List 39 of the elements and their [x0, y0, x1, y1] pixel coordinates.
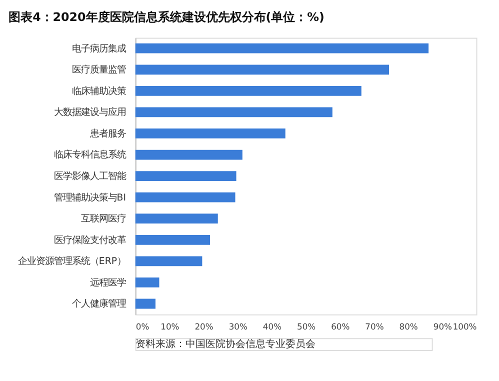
x-tick-label: 40%	[262, 322, 282, 332]
bar	[135, 150, 242, 160]
y-tick-label: 临床辅助决策	[72, 86, 126, 97]
y-tick-label: 企业资源管理系统（ERP）	[18, 256, 126, 268]
x-tick-label: 70%	[365, 322, 384, 332]
x-tick-label: 100%	[452, 322, 477, 332]
y-tick-label: 电子病历集成	[72, 43, 126, 54]
y-tick-label: 互联网医疗	[80, 214, 126, 225]
bar	[135, 298, 156, 309]
bar	[135, 43, 429, 54]
y-tick-label: 医疗质量监管	[72, 64, 126, 76]
y-tick-label: 临床专科信息系统	[54, 150, 126, 161]
y-tick-label: 远程医学	[90, 277, 126, 288]
x-tick-label: 10%	[160, 322, 180, 332]
text: 资料来源：中国医院协会信息专业委员会	[135, 338, 316, 350]
bar	[135, 214, 218, 224]
y-tick-label: 医学影像人工智能	[54, 171, 126, 182]
chart-title: 图表4：2020年度医院信息系统建设优先权分布(单位：%)	[8, 10, 324, 24]
y-tick-label: 管理辅助决策与BI	[54, 192, 126, 204]
x-tick-label: 50%	[297, 322, 316, 332]
y-tick-label: 个人健康管理	[72, 298, 126, 310]
x-tick-label: 90%	[433, 322, 452, 332]
y-tick-label: 医疗保险支付改革	[54, 234, 126, 246]
bar	[135, 234, 210, 245]
bar	[135, 107, 332, 118]
x-tick-label: 60%	[331, 322, 350, 332]
bar	[135, 192, 236, 202]
bar	[135, 128, 286, 138]
x-tick-label: 30%	[228, 322, 248, 332]
bar	[135, 278, 160, 288]
bar	[135, 256, 202, 266]
y-tick-label: 患者服务	[88, 128, 126, 140]
y-tick-label: 大数据建设与应用	[54, 107, 126, 118]
x-tick-label: 0%	[136, 322, 150, 332]
bar	[135, 86, 362, 96]
x-tick-label: 20%	[194, 322, 214, 332]
x-tick-label: 80%	[399, 322, 418, 332]
bar	[135, 64, 390, 75]
bar	[135, 171, 236, 181]
